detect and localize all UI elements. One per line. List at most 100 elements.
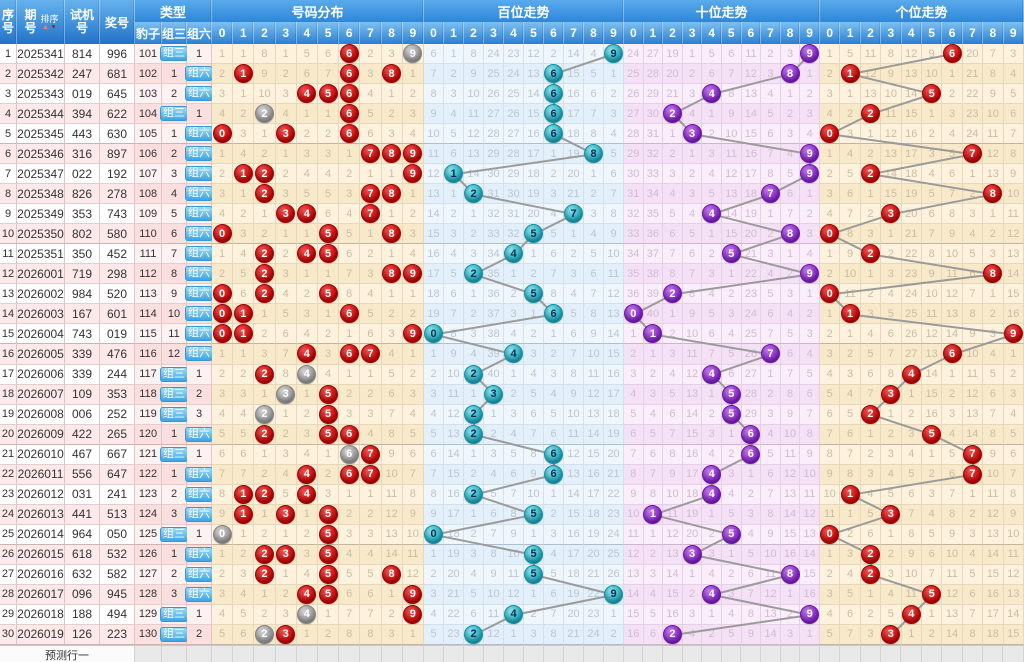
row-period: 2026019	[17, 624, 65, 645]
tens-cell: 15	[780, 524, 801, 545]
hundreds-cell: 8	[524, 444, 544, 465]
digit-circle-red: 5	[922, 584, 942, 604]
tens-cell: 3	[663, 344, 683, 365]
units-cell: 5	[921, 524, 943, 545]
digit-circle-teal: 6	[544, 304, 563, 324]
distribution-cell: 3	[339, 184, 361, 205]
footer-cell	[233, 646, 255, 662]
digit-circle-purple: 3	[682, 544, 702, 564]
hundreds-cell: 6	[424, 444, 444, 465]
distribution-cell: 1	[317, 604, 340, 625]
tens-cell: 4	[761, 264, 781, 285]
tens-cell: 9	[780, 404, 801, 425]
tens-cell: 4	[643, 404, 664, 425]
distribution-cell: 5	[317, 84, 340, 105]
digit-circle-red: 6	[339, 424, 359, 444]
digit-circle-gray: 0	[212, 524, 232, 544]
units-cell: 4	[901, 604, 922, 625]
digit-header-0: 0	[212, 22, 234, 44]
hundreds-cell: 9	[444, 344, 464, 365]
distribution-cell: 5	[317, 244, 340, 265]
digit-circle-teal: 5	[524, 564, 543, 584]
tens-cell: 20	[663, 64, 683, 85]
tens-cell: 9	[741, 624, 762, 645]
hundreds-cell: 1	[604, 64, 624, 85]
zuliu-badge: 组六	[185, 346, 213, 362]
hundreds-cell: 8	[544, 284, 564, 305]
units-cell: 1	[840, 84, 861, 105]
tens-cell: 25	[624, 64, 644, 85]
hundreds-cell: 11	[504, 564, 524, 585]
footer-cell	[982, 646, 1004, 662]
hundreds-cell: 5	[444, 124, 464, 145]
row-period: 2026007	[17, 384, 65, 405]
baozi-miss: 121	[135, 444, 162, 465]
zusan-cell: 2	[162, 564, 187, 585]
hundreds-cell: 2	[444, 204, 464, 225]
tens-cell: 1	[800, 284, 820, 305]
distribution-cell: 4	[296, 484, 318, 505]
tens-cell: 1	[702, 104, 722, 125]
zuliu-badge: 组六	[185, 246, 213, 262]
units-cell: 7	[962, 464, 984, 485]
tens-cell: 5	[663, 204, 683, 225]
distribution-cell: 1	[296, 384, 318, 405]
units-cell: 7	[942, 484, 963, 505]
units-cell: 6	[860, 524, 882, 545]
units-cell: 1	[942, 64, 963, 85]
distribution-cell: 1	[275, 404, 297, 425]
zuliu-cell: 组六	[185, 164, 213, 185]
units-cell: 2	[860, 604, 882, 625]
col-header-period-sort[interactable]: 期号 排序 ▲ ▼	[17, 0, 65, 44]
digit-circle-teal: 5	[524, 224, 543, 244]
hundreds-cell: 2	[544, 164, 564, 185]
units-cell: 2	[921, 624, 943, 645]
sort-asc-icon[interactable]: ▲	[42, 23, 49, 31]
distribution-cell: 2	[402, 364, 424, 385]
sort-desc-icon[interactable]: ▼	[49, 23, 57, 31]
digit-circle-red: 1	[840, 484, 860, 504]
units-cell: 1	[983, 204, 1004, 225]
distribution-cell: 2	[254, 164, 276, 185]
units-cell: 1	[840, 504, 861, 525]
row-test-number: 022	[65, 164, 100, 185]
tens-cell: 12	[800, 504, 820, 525]
units-cell: 11	[901, 584, 922, 605]
zuliu-cell: 组六	[185, 264, 213, 285]
digit-circle-red: 4	[297, 584, 317, 604]
units-cell: 15	[921, 384, 943, 405]
hundreds-cell: 4	[504, 344, 524, 365]
distribution-cell: 5	[212, 424, 234, 445]
units-cell: 4	[1003, 64, 1024, 85]
distribution-cell: 1	[233, 44, 255, 65]
tens-cell: 2	[761, 384, 781, 405]
units-cell: 7	[881, 344, 902, 365]
digit-circle-red: 3	[881, 384, 901, 404]
zuliu-cell: 2	[187, 384, 212, 405]
footer-cell	[187, 646, 212, 662]
units-cell: 2	[820, 164, 841, 185]
row-period: 2026014	[17, 524, 65, 545]
distribution-cell: 5	[402, 424, 424, 445]
distribution-cell: 3	[317, 144, 340, 165]
tens-cell: 4	[702, 204, 722, 225]
distribution-cell: 4	[296, 324, 318, 345]
tens-cell: 5	[780, 164, 801, 185]
units-cell: 5	[1003, 424, 1024, 445]
digit-circle-teal: 2	[464, 424, 483, 444]
hundreds-cell: 7	[444, 304, 464, 325]
digit-circle-red: 9	[1003, 324, 1023, 344]
units-cell: 13	[942, 304, 963, 325]
tens-cell: 28	[624, 124, 644, 145]
distribution-cell: 2	[212, 64, 234, 85]
units-cell: 12	[921, 324, 943, 345]
sort-control[interactable]: 排序 ▲ ▼	[40, 14, 58, 31]
digit-circle-red: 2	[860, 104, 880, 124]
distribution-cell: 9	[254, 64, 276, 85]
tens-cell: 1	[761, 204, 781, 225]
tens-cell: 4	[721, 604, 742, 625]
hundreds-cell: 2	[444, 64, 464, 85]
units-cell: 11	[840, 284, 861, 305]
hundreds-cell: 16	[604, 364, 624, 385]
units-cell: 9	[942, 224, 963, 245]
